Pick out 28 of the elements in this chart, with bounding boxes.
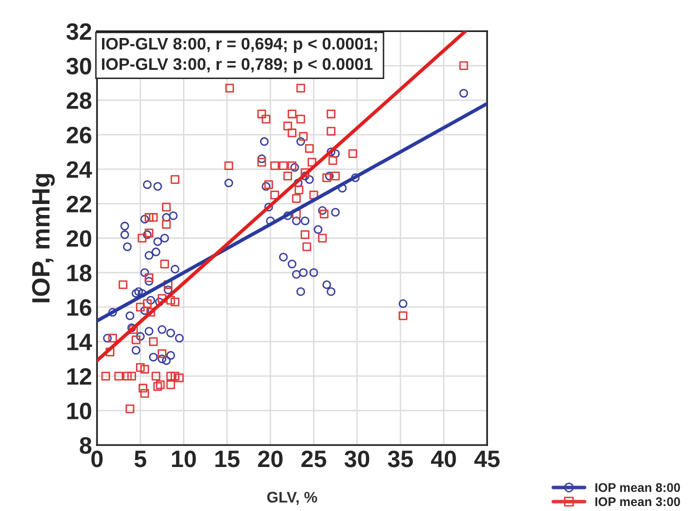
- y-tick-label: 8: [80, 437, 92, 454]
- y-tick-label: 28: [66, 92, 92, 109]
- y-tick-label: 26: [66, 126, 92, 144]
- x-tick-label: 0: [91, 450, 103, 468]
- y-tick-label: 22: [66, 196, 92, 212]
- y-tick-label: 16: [67, 299, 92, 316]
- y-tick-label: 24: [66, 161, 92, 178]
- y-tick-label: 30: [66, 58, 92, 74]
- x-tick-label: 10: [172, 450, 196, 468]
- legend-label: IOP mean 8:00: [595, 483, 680, 492]
- x-tick-label: 40: [430, 450, 456, 468]
- x-tick-label: 35: [388, 450, 413, 468]
- x-tick-label: 45: [474, 450, 500, 468]
- x-tick-label: 25: [301, 450, 326, 468]
- y-tick-label: 18: [67, 264, 92, 282]
- y-tick-label: 10: [67, 402, 92, 420]
- y-axis-title: IOP, mmHg: [32, 174, 55, 302]
- x-tick-label: 15: [215, 450, 240, 468]
- y-tick-label: 32: [66, 23, 92, 40]
- y-tick-label: 20: [66, 230, 92, 247]
- annotation: IOP-GLV 8:00, r = 0,694; p < 0.0001; IOP-GLV 3:00, r = 0,789; p < 0.0001: [102, 38, 377, 74]
- x-axis-title: GLV, %: [267, 492, 318, 505]
- x-tick-label: 20: [258, 450, 283, 468]
- y-tick-label: 12: [67, 368, 92, 385]
- legend-label: IOP mean 3:00: [595, 497, 680, 506]
- y-tick-label: 14: [67, 334, 92, 350]
- x-tick-label: 30: [344, 450, 370, 468]
- x-tick-label: 5: [134, 450, 146, 468]
